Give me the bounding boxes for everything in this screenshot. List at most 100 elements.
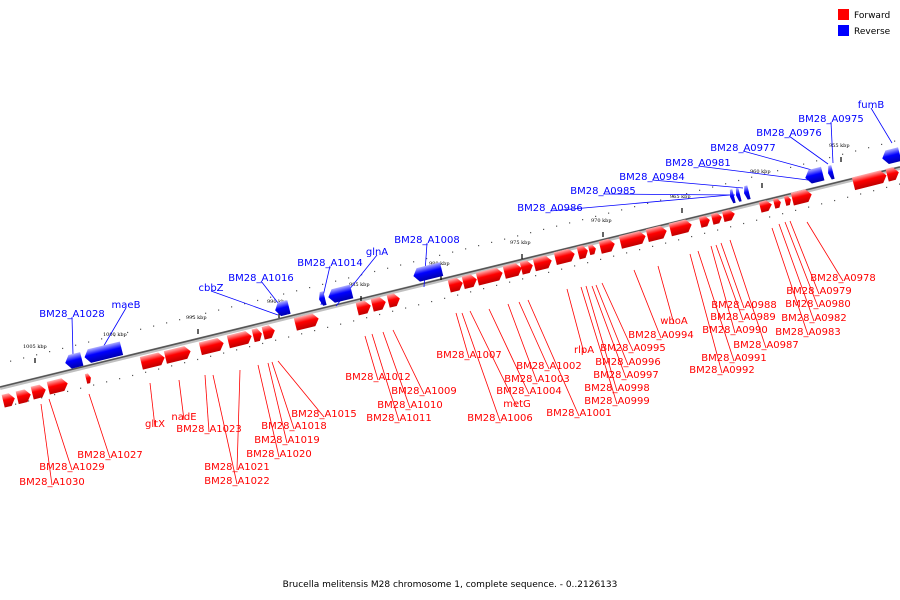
scale-dot [483, 288, 485, 290]
scale-dot [49, 351, 51, 353]
scale-dot [730, 226, 732, 228]
scale-dot [140, 328, 142, 330]
reverse-feature [84, 341, 124, 363]
scale-dot [119, 378, 121, 380]
forward-feature [163, 346, 191, 364]
reverse-arrow [84, 341, 124, 363]
leader-line [771, 227, 809, 336]
forward-arrow [618, 231, 646, 249]
forward-arrow [783, 195, 791, 206]
scale-dot [15, 403, 17, 405]
gene-label: BM28_A0992 [689, 365, 755, 376]
leader-line [210, 290, 279, 316]
scale-dot [158, 368, 160, 370]
legend-reverse-swatch [838, 25, 849, 36]
gene-label: BM28_A0994 [628, 330, 694, 341]
scale-dot [678, 239, 680, 241]
scale-dot [210, 355, 212, 357]
scale-dot [283, 293, 285, 295]
scale-dot [691, 235, 693, 238]
gene-label: BM28_A1028 [39, 309, 105, 320]
reverse-arrow [319, 291, 327, 306]
scale-dot [36, 354, 38, 356]
scale-dot [327, 326, 329, 328]
gene-label: BM28_A0997 [593, 370, 659, 381]
scale-dot [10, 360, 12, 362]
scale-dot [145, 371, 147, 373]
leader-line [784, 221, 819, 308]
reverse-arrow [882, 147, 900, 165]
leader-line [507, 303, 538, 383]
scale-dot [621, 209, 623, 211]
scale-dot [743, 222, 745, 225]
scale-dot [478, 245, 480, 247]
scale-dot [28, 400, 30, 402]
gene-label: wboA [660, 316, 688, 327]
forward-feature [576, 245, 588, 260]
leader-line [277, 360, 325, 418]
tick-label: 1000 kbp [103, 332, 127, 338]
gene-label: BM28_A1016 [228, 273, 294, 284]
forward-feature [370, 296, 386, 312]
leader-line [830, 121, 834, 164]
tick-label: 1005 kbp [23, 344, 47, 350]
forward-feature [447, 277, 463, 293]
scale-dot [829, 156, 831, 159]
tick-label: 965 kbp [670, 194, 691, 200]
gene-label: BM28_A0990 [702, 325, 768, 336]
gene-label: BM28_A1027 [77, 450, 143, 461]
scale-dot [769, 216, 771, 218]
gene-label: BM28_A1003 [504, 374, 570, 385]
reverse-arrow [328, 284, 354, 303]
scale-dot [535, 275, 537, 277]
forward-arrow [355, 300, 371, 316]
leader-line [455, 312, 470, 359]
leader-line [633, 269, 662, 339]
scale-dot [184, 362, 186, 364]
scale-dot [652, 245, 654, 247]
scale-dot [41, 397, 43, 399]
forward-arrow [261, 325, 275, 340]
scale-dot [288, 336, 290, 338]
scale-dot [842, 153, 844, 155]
gene-label: BM28_A1007 [436, 350, 502, 361]
gene-label: BM28_A1015 [291, 409, 357, 420]
scale-dot [847, 196, 849, 198]
forward-feature [598, 238, 615, 254]
scale-dot [751, 176, 753, 178]
leader-line [789, 220, 820, 295]
forward-feature [251, 328, 262, 343]
forward-arrow [721, 209, 735, 222]
scale-dot [366, 317, 368, 319]
forward-feature [668, 219, 692, 237]
scale-dot [600, 258, 602, 261]
leader-line [257, 364, 280, 458]
scale-dot [439, 254, 441, 256]
scale-dot [717, 229, 719, 231]
forward-arrow [139, 352, 165, 370]
scale-dot [881, 143, 883, 146]
scale-dot [54, 394, 56, 396]
leader-line [595, 284, 629, 366]
scale-dot [374, 270, 376, 273]
scale-dot [756, 219, 758, 221]
forward-feature [386, 293, 400, 308]
gene-label: BM28_A0988 [711, 300, 777, 311]
scale-dot [587, 262, 589, 264]
scale-dot [392, 310, 394, 312]
forward-feature [783, 195, 791, 206]
gene-label: BM28_A0985 [570, 186, 636, 197]
scale-dot [114, 335, 116, 337]
scale-dot [491, 241, 493, 243]
label-leader-lines [40, 107, 893, 486]
leader-line [236, 369, 241, 471]
gene-label: BM28_A1004 [496, 386, 562, 397]
forward-arrow [226, 331, 252, 349]
scale-dot [699, 189, 701, 191]
forward-arrow [698, 215, 710, 228]
forward-feature [645, 225, 667, 243]
reverse-feature [319, 291, 327, 306]
scale-dot [790, 166, 792, 169]
leader-line [788, 135, 829, 165]
